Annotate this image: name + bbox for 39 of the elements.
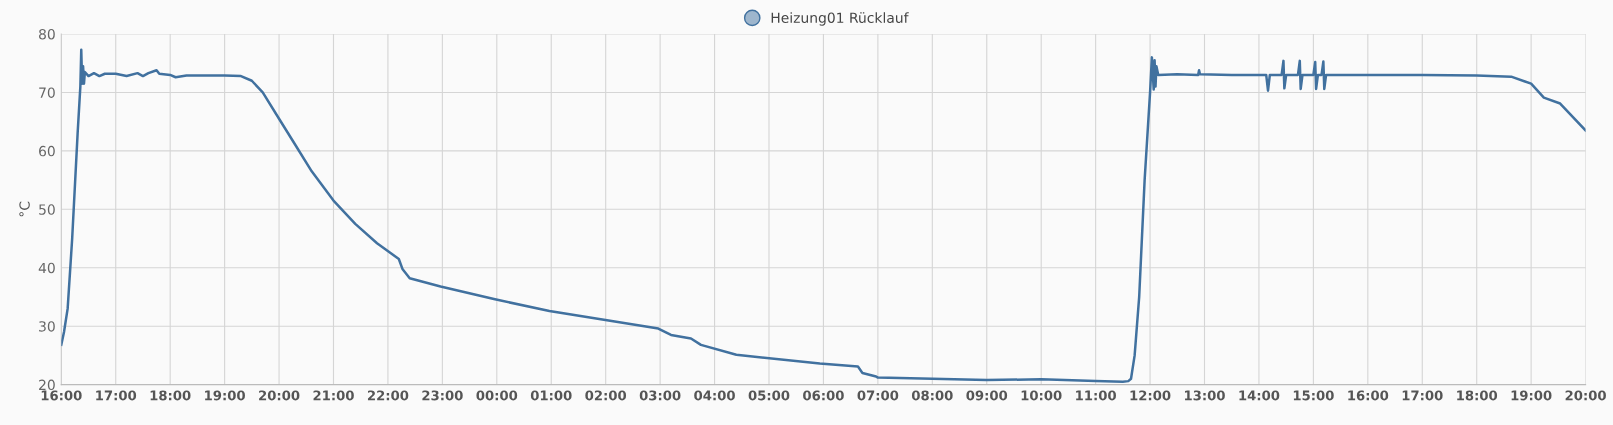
x-tick-label: 00:00	[476, 390, 518, 401]
y-axis-title: °C	[19, 201, 30, 217]
x-tick-label: 01:00	[530, 390, 572, 401]
x-tick-label: 17:00	[96, 390, 137, 401]
x-tick-label: 19:00	[1511, 390, 1552, 401]
x-tick-label: 02:00	[585, 390, 627, 401]
x-tick-label: 20:00	[259, 390, 300, 401]
x-tick-label: 14:00	[1239, 390, 1280, 401]
y-tick-label: 30	[39, 321, 55, 332]
x-tick-label: 16:00	[1348, 390, 1389, 401]
legend-label: Heizung01 Rücklauf	[771, 12, 909, 26]
x-tick-label: 12:00	[1130, 390, 1171, 401]
x-tick-label: 22:00	[367, 390, 409, 401]
x-tick-label: 18:00	[1457, 390, 1498, 401]
y-tick-label: 80	[39, 28, 55, 40]
y-tick-label: 20	[39, 379, 55, 391]
x-tick-label: 08:00	[911, 390, 953, 401]
x-tick-label: 03:00	[639, 390, 681, 401]
x-tick-label: 21:00	[313, 390, 354, 401]
x-tick-label: 10:00	[1021, 390, 1062, 401]
x-tick-label: 18:00	[150, 390, 191, 401]
x-tick-label: 11:00	[1076, 390, 1116, 401]
x-tick-label: 09:00	[966, 390, 1008, 401]
x-tick-label: 06:00	[803, 390, 844, 401]
x-tick-label: 16:00	[41, 390, 82, 401]
x-tick-label: 19:00	[205, 390, 245, 401]
x-tick-label: 17:00	[1402, 390, 1443, 401]
line-series	[61, 48, 1586, 383]
x-tick-label: 23:00	[422, 390, 463, 401]
x-tick-label: 05:00	[748, 390, 790, 401]
y-tick-label: 50	[39, 204, 55, 215]
x-tick-label: 04:00	[694, 390, 735, 401]
x-tick-label: 20:00	[1565, 390, 1606, 401]
x-tick-label: 13:00	[1185, 390, 1225, 401]
y-tick-label: 60	[39, 145, 55, 157]
x-tick-label: 07:00	[857, 390, 899, 401]
y-tick-label: 70	[39, 87, 55, 98]
x-tick-label: 15:00	[1293, 390, 1334, 401]
y-tick-label: 40	[38, 262, 55, 274]
